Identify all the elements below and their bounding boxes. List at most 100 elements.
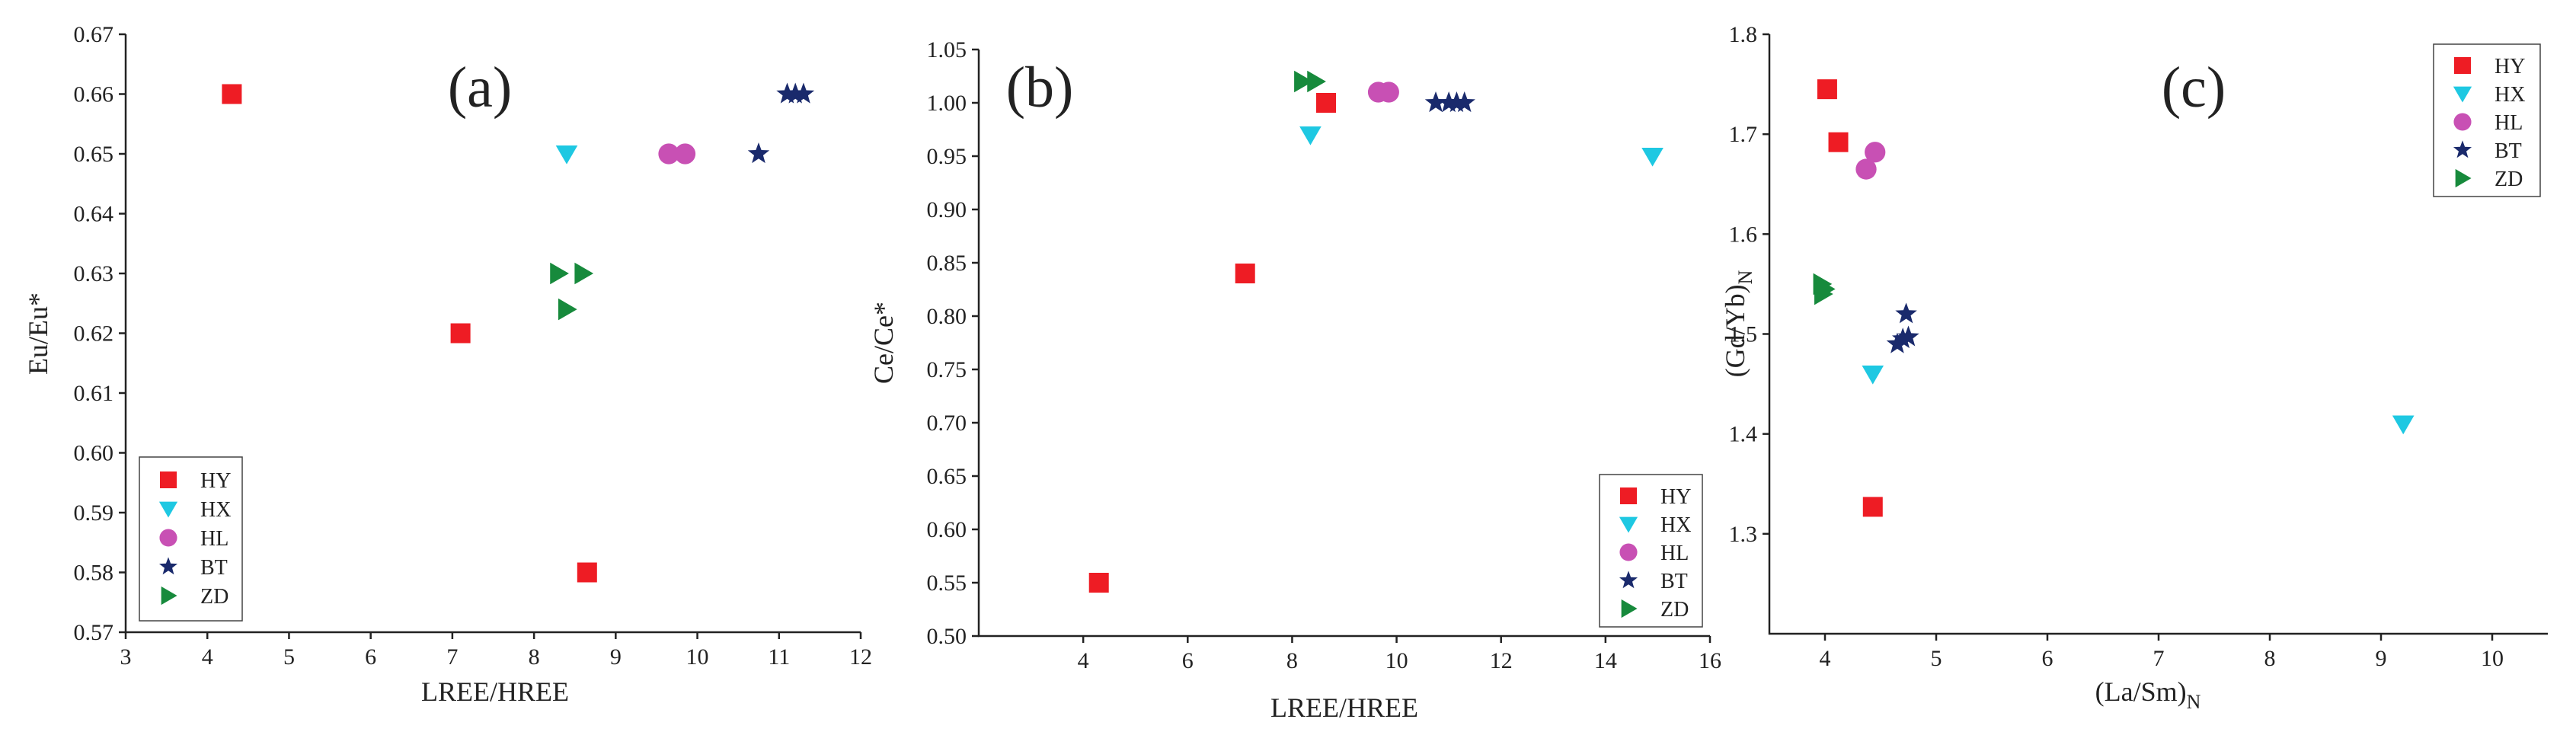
- legend-label-bt: BT: [2495, 139, 2522, 163]
- x-tick-label: 9: [610, 644, 622, 670]
- point-zd: [1814, 283, 1833, 305]
- point-bt: [1897, 325, 1919, 347]
- y-tick-label: 1.00: [927, 91, 967, 116]
- y-tick-label: 0.80: [927, 304, 967, 329]
- legend-label-hx: HX: [1660, 513, 1691, 537]
- point-bt: [1895, 302, 1917, 324]
- y-tick-label: 1.3: [1729, 522, 1758, 547]
- legend-marker-bt: [2453, 140, 2472, 158]
- point-hl: [1378, 82, 1399, 103]
- y-tick-label: 0.61: [74, 381, 114, 406]
- y-tick-label: 1.4: [1729, 422, 1758, 447]
- legend-b: HY HX HL BT ZD: [1599, 474, 1703, 628]
- y-tick-label: 0.75: [927, 357, 967, 382]
- y-tick-label: 0.63: [74, 261, 114, 286]
- x-tick-label: 11: [768, 644, 790, 670]
- point-bt: [792, 82, 815, 104]
- y-tick-label: 0.55: [927, 571, 967, 596]
- x-tick-label: 5: [1931, 646, 1942, 671]
- legend-label-hx: HX: [2495, 83, 2525, 107]
- point-hy: [450, 323, 471, 344]
- legend-label-hy: HY: [200, 469, 231, 493]
- point-hy: [577, 562, 597, 583]
- y-tick-label: 0.65: [74, 142, 114, 167]
- legend-marker-bt: [1619, 571, 1638, 589]
- x-tick-label: 8: [2264, 646, 2276, 671]
- legend-label-hx: HX: [200, 498, 231, 522]
- point-bt: [785, 82, 807, 104]
- point-bt: [1453, 91, 1475, 113]
- y-tick-label: 1.5: [1729, 322, 1758, 347]
- point-bt: [1886, 332, 1909, 353]
- legend-label-zd: ZD: [200, 585, 229, 609]
- legend-label-zd: ZD: [1660, 598, 1689, 622]
- x-tick-label: 8: [1286, 648, 1298, 673]
- y-tick-label: 0.62: [74, 321, 114, 347]
- legend-marker-zd: [161, 586, 177, 606]
- y-tick-label: 1.05: [927, 37, 967, 62]
- point-zd: [1294, 70, 1313, 93]
- panel-title-a: (a): [448, 56, 512, 120]
- point-hl: [658, 143, 679, 165]
- point-hy: [1235, 264, 1255, 283]
- legend-marker-hx: [1619, 516, 1638, 533]
- legend-marker-hx: [158, 501, 178, 518]
- legend-marker-hy: [2454, 57, 2471, 74]
- legend-box-b: [1599, 474, 1703, 628]
- point-hx: [1299, 126, 1322, 145]
- point-hx: [2392, 415, 2415, 435]
- point-hl: [1855, 158, 1877, 180]
- y-axis-title-b: Ce/Ce*: [868, 302, 899, 384]
- point-bt: [1891, 328, 1914, 349]
- y-axis-title-c-main: (Gd/Yb): [1720, 284, 1750, 377]
- x-axis-title-c: (La/Sm)N: [2095, 676, 2201, 713]
- x-tick-label: 12: [1490, 648, 1513, 673]
- panel-title-b: (b): [1006, 56, 1074, 120]
- point-zd: [1307, 70, 1326, 93]
- y-tick-label: 1.6: [1729, 222, 1758, 247]
- y-tick-label: 0.66: [74, 82, 114, 107]
- point-hy: [1088, 573, 1109, 593]
- point-bt: [1437, 91, 1460, 113]
- point-zd: [550, 262, 569, 285]
- legend-marker-hl: [159, 529, 177, 547]
- legend-c: HY HX HL BT ZD: [2433, 43, 2541, 197]
- x-axis-title-c-main: (La/Sm): [2095, 676, 2187, 707]
- legend-label-hl: HL: [2495, 111, 2523, 135]
- legend-label-hl: HL: [200, 527, 229, 551]
- marks-b: [1088, 70, 1664, 593]
- point-hx: [1641, 147, 1664, 167]
- legend-a: HY HX HL BT ZD: [139, 456, 243, 622]
- point-hx: [1862, 365, 1884, 385]
- legend-marker-hy: [160, 471, 177, 488]
- marks-a: [222, 82, 815, 583]
- legend-label-bt: BT: [1660, 570, 1688, 593]
- y-tick-label: 0.64: [74, 202, 114, 227]
- y-tick-label: 1.8: [1729, 22, 1758, 47]
- point-hy: [1828, 132, 1849, 152]
- point-bt: [747, 142, 770, 164]
- y-tick-label: 0.95: [927, 144, 967, 169]
- legend-box-a: [139, 456, 243, 622]
- y-axis-title-c: (Gd/Yb)N: [1720, 270, 1756, 377]
- x-axis-title-b: LREE/HREE: [1270, 692, 1418, 723]
- point-bt: [1424, 91, 1447, 113]
- marks-c: [1813, 79, 2415, 517]
- legend-label-bt: BT: [200, 556, 228, 580]
- x-tick-label: 6: [365, 644, 376, 670]
- x-tick-label: 14: [1594, 648, 1617, 673]
- x-tick-label: 10: [1385, 648, 1408, 673]
- legend-label-hy: HY: [2495, 55, 2525, 78]
- y-axis-title-a: Eu/Eu*: [23, 292, 53, 375]
- legend-marker-bt: [158, 557, 178, 575]
- x-tick-label: 7: [2153, 646, 2165, 671]
- y-tick-label: 1.7: [1729, 122, 1758, 147]
- x-tick-label: 6: [2042, 646, 2053, 671]
- legend-marker-hy: [1620, 487, 1637, 504]
- x-tick-label: 10: [2481, 646, 2504, 671]
- point-hy: [1316, 93, 1336, 113]
- y-tick-label: 0.90: [927, 197, 967, 222]
- x-tick-label: 16: [1699, 648, 1721, 673]
- x-tick-label: 12: [849, 644, 872, 670]
- point-zd: [574, 262, 594, 285]
